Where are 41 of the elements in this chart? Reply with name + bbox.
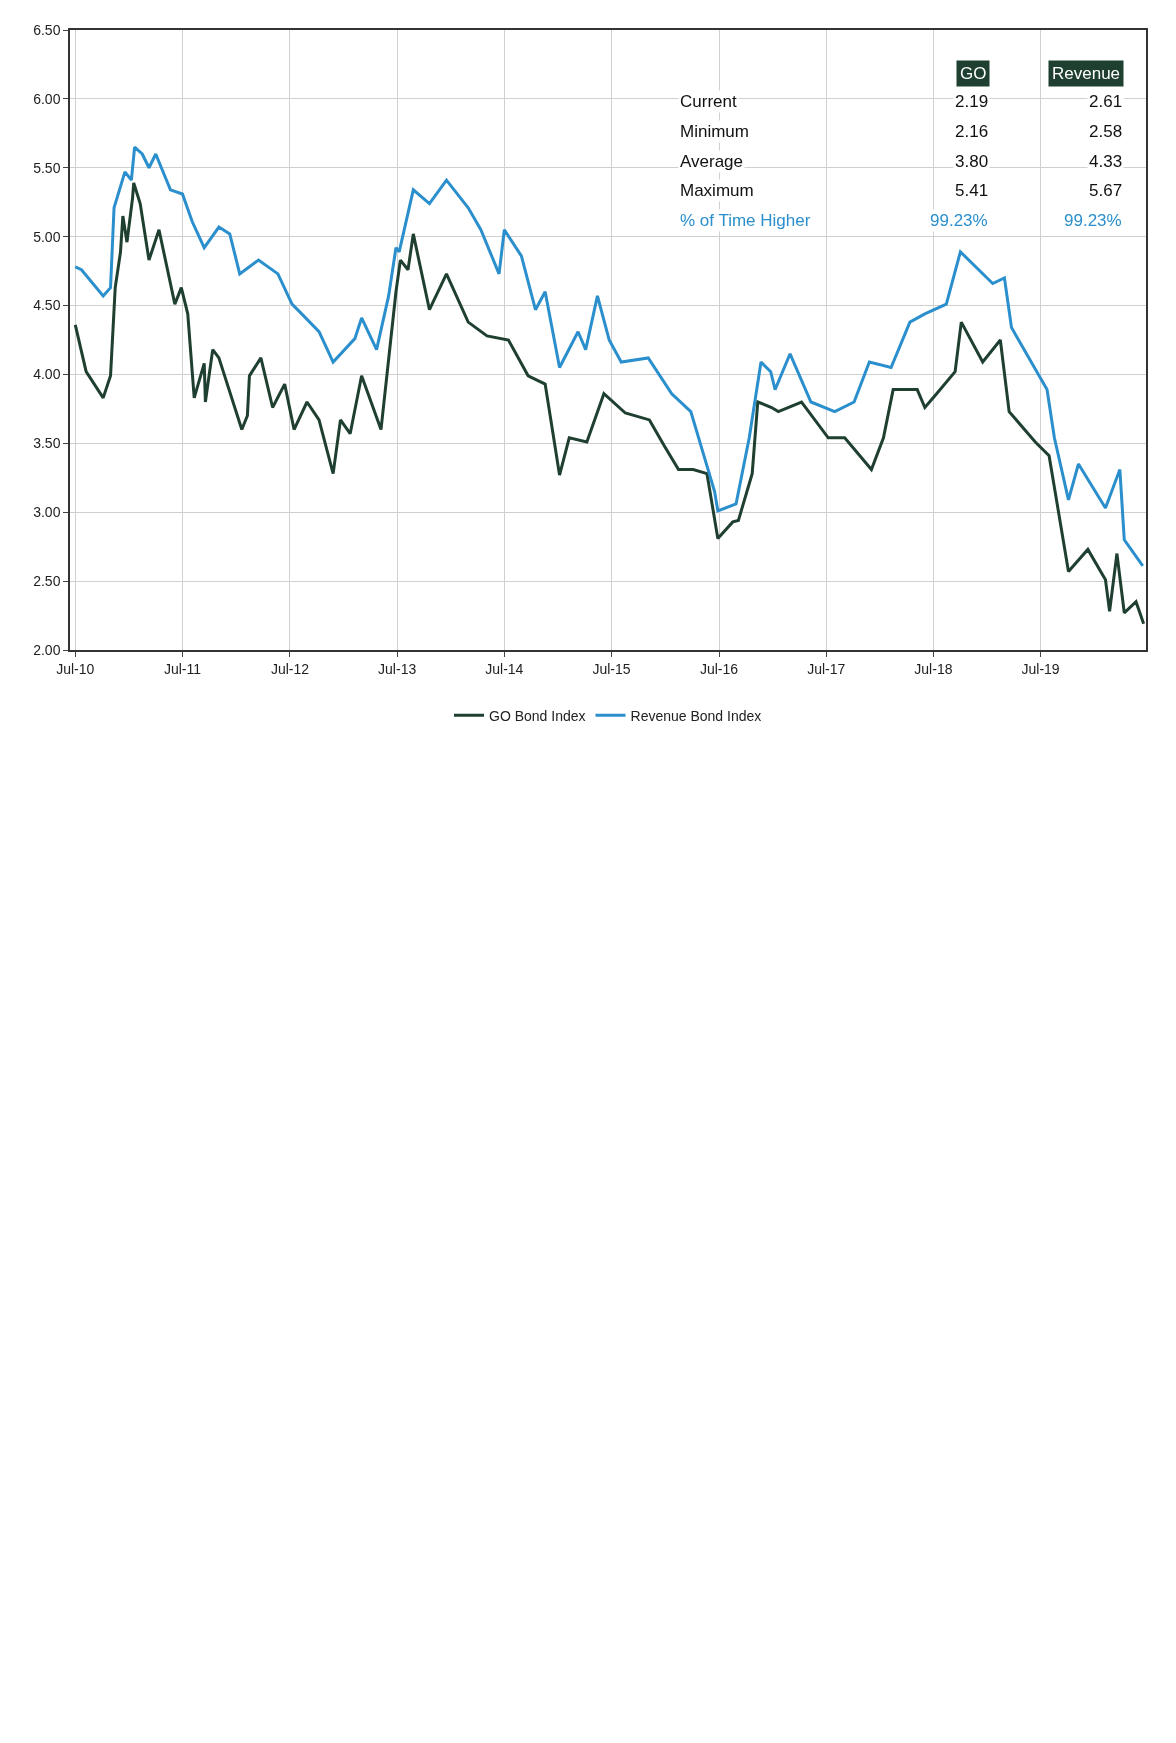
x-tick-label: Jul-17 bbox=[807, 660, 846, 677]
legend-label: Revenue Bond Index bbox=[630, 707, 762, 724]
line-series bbox=[73, 145, 1145, 568]
x-tick-label: Jul-11 bbox=[163, 660, 202, 677]
x-tick-label: Jul-13 bbox=[378, 660, 417, 677]
annotation: % of Time Higher bbox=[680, 211, 811, 230]
annotation: 5.41 bbox=[955, 181, 989, 200]
annotation: 2.16 bbox=[955, 122, 989, 141]
x-tick-label: Jul-18 bbox=[914, 660, 953, 677]
x-tick-label: Jul-14 bbox=[485, 660, 524, 677]
y-tick-label: 6.00 bbox=[33, 90, 61, 107]
y-tick-label: 3.50 bbox=[33, 435, 61, 452]
annotation: Maximum bbox=[680, 181, 754, 200]
y-tick-label: 2.50 bbox=[33, 573, 61, 590]
annotation: Current bbox=[680, 92, 737, 111]
annotation: 4.33 bbox=[1089, 152, 1123, 171]
y-tick-label: 6.50 bbox=[33, 21, 61, 38]
y-tick-label: 5.50 bbox=[33, 159, 61, 176]
annotation: 5.67 bbox=[1089, 181, 1123, 200]
x-tick-label: Jul-19 bbox=[1021, 660, 1060, 677]
annotation: 2.19 bbox=[955, 92, 989, 111]
annotation: 99.23% bbox=[1064, 211, 1122, 230]
y-tick-label: 4.50 bbox=[33, 297, 61, 314]
y-tick-label: 5.00 bbox=[33, 228, 61, 245]
annotation: 2.58 bbox=[1089, 122, 1123, 141]
legend-label: GO Bond Index bbox=[489, 707, 586, 724]
x-tick-label: Jul-12 bbox=[270, 660, 310, 677]
annotation: 2.61 bbox=[1089, 92, 1123, 111]
y-tick-label: 2.00 bbox=[33, 641, 61, 658]
annotation: Revenue bbox=[1052, 64, 1121, 83]
annotation: 3.80 bbox=[955, 152, 989, 171]
line-series bbox=[73, 181, 1146, 626]
y-tick-label: 4.00 bbox=[33, 366, 61, 383]
y-tick-label: 3.00 bbox=[33, 504, 61, 521]
x-tick-label: Jul-10 bbox=[56, 660, 95, 677]
annotation: GO bbox=[960, 64, 987, 83]
x-tick-label: Jul-15 bbox=[592, 660, 631, 677]
annotation: 99.23% bbox=[930, 211, 988, 230]
annotation: Minimum bbox=[680, 122, 749, 141]
annotation: Average bbox=[680, 152, 744, 171]
x-tick-label: Jul-16 bbox=[699, 660, 739, 677]
